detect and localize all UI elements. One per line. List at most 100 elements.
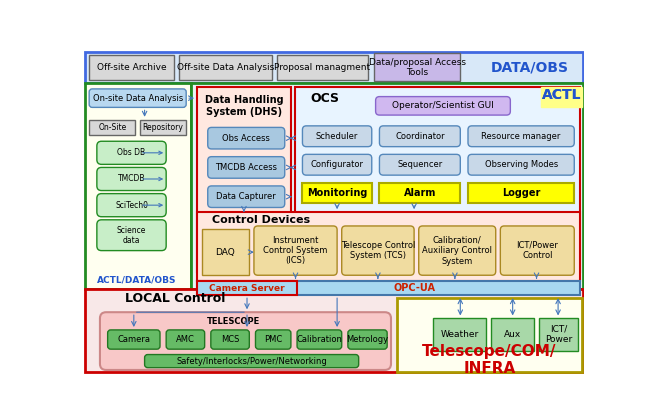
FancyBboxPatch shape	[145, 354, 359, 368]
Bar	[539, 318, 578, 351]
FancyBboxPatch shape	[97, 141, 166, 164]
Bar	[303, 183, 372, 203]
Bar	[197, 87, 291, 272]
FancyBboxPatch shape	[380, 126, 460, 147]
Bar	[85, 52, 583, 83]
Bar	[468, 183, 574, 203]
FancyBboxPatch shape	[100, 312, 391, 370]
Text: PMC: PMC	[264, 335, 283, 344]
Text: Calibration/
Auxiliary Control
System: Calibration/ Auxiliary Control System	[422, 236, 492, 265]
Text: ICT/Power
Control: ICT/Power Control	[516, 241, 559, 260]
FancyBboxPatch shape	[342, 226, 414, 275]
Text: Metrology: Metrology	[346, 335, 389, 344]
Text: Alarm: Alarm	[404, 188, 436, 198]
FancyBboxPatch shape	[211, 330, 249, 349]
Bar	[295, 87, 579, 272]
FancyBboxPatch shape	[297, 330, 342, 349]
FancyBboxPatch shape	[303, 126, 372, 147]
FancyBboxPatch shape	[468, 126, 574, 147]
Text: Proposal managment: Proposal managment	[275, 63, 370, 72]
Bar	[491, 318, 534, 351]
Text: DAQ: DAQ	[215, 248, 235, 257]
FancyBboxPatch shape	[208, 186, 284, 207]
Text: Aux: Aux	[504, 330, 521, 339]
Text: OCS: OCS	[310, 92, 339, 105]
Text: TMCDB: TMCDB	[118, 174, 145, 184]
Text: Weather: Weather	[441, 330, 479, 339]
Text: Science
data: Science data	[117, 226, 146, 245]
Text: Obs DB: Obs DB	[117, 148, 146, 158]
Text: Data Capturer: Data Capturer	[216, 192, 276, 201]
Bar	[85, 83, 191, 289]
FancyBboxPatch shape	[89, 89, 186, 108]
Text: Coordinator: Coordinator	[395, 132, 445, 141]
Text: Data/proposal Access
Tools: Data/proposal Access Tools	[368, 58, 465, 77]
Bar	[397, 298, 582, 372]
Bar	[374, 53, 460, 81]
Bar	[277, 55, 368, 80]
Text: Sequencer: Sequencer	[397, 160, 443, 169]
Text: Instrument
Control System
(ICS): Instrument Control System (ICS)	[264, 236, 327, 265]
FancyBboxPatch shape	[255, 330, 291, 349]
Text: ACTL: ACTL	[542, 88, 582, 102]
Text: ICT/
Power: ICT/ Power	[545, 325, 572, 344]
FancyBboxPatch shape	[107, 330, 160, 349]
FancyBboxPatch shape	[380, 155, 460, 175]
Text: TMCDB Access: TMCDB Access	[215, 163, 277, 172]
FancyBboxPatch shape	[254, 226, 337, 275]
Text: Repository: Repository	[143, 123, 184, 132]
Bar	[85, 289, 583, 372]
FancyBboxPatch shape	[376, 97, 510, 115]
Bar	[197, 281, 579, 295]
Text: Telescope/COM/
INFRA: Telescope/COM/ INFRA	[422, 344, 557, 376]
Bar	[140, 120, 186, 135]
FancyBboxPatch shape	[419, 226, 495, 275]
Text: SciTech0: SciTech0	[115, 201, 148, 210]
Bar	[179, 55, 271, 80]
Text: Logger: Logger	[502, 188, 540, 198]
Text: MCS: MCS	[221, 335, 240, 344]
Bar	[89, 120, 135, 135]
FancyBboxPatch shape	[348, 330, 387, 349]
Bar	[380, 183, 460, 203]
FancyBboxPatch shape	[468, 155, 574, 175]
Text: Camera: Camera	[117, 335, 150, 344]
Text: Control Devices: Control Devices	[212, 215, 311, 225]
Text: DATA/OBS: DATA/OBS	[491, 60, 568, 74]
Text: ACTL/DATA/OBS: ACTL/DATA/OBS	[97, 276, 176, 284]
FancyBboxPatch shape	[166, 330, 204, 349]
Bar	[434, 318, 486, 351]
FancyBboxPatch shape	[303, 155, 372, 175]
Text: ACTL: ACTL	[542, 88, 582, 102]
Bar	[89, 55, 174, 80]
Bar	[197, 212, 579, 281]
Text: OPC-UA: OPC-UA	[393, 284, 435, 293]
Text: Monitoring: Monitoring	[307, 188, 367, 198]
Bar	[191, 83, 583, 289]
FancyBboxPatch shape	[97, 220, 166, 251]
Text: Off-site Archive: Off-site Archive	[97, 63, 166, 72]
Text: Obs Access: Obs Access	[222, 134, 270, 143]
FancyBboxPatch shape	[501, 226, 574, 275]
Bar	[541, 87, 582, 108]
Text: Scheduler: Scheduler	[316, 132, 358, 141]
Text: Data Handling
System (DHS): Data Handling System (DHS)	[204, 95, 283, 117]
FancyBboxPatch shape	[97, 194, 166, 217]
Text: On-Site: On-Site	[98, 123, 126, 132]
Text: LOCAL Control: LOCAL Control	[126, 292, 226, 305]
Text: AMC: AMC	[176, 335, 195, 344]
Bar	[202, 229, 249, 275]
Text: Safety/Interlocks/Power/Networking: Safety/Interlocks/Power/Networking	[176, 357, 327, 365]
Text: Observing Modes: Observing Modes	[484, 160, 558, 169]
FancyBboxPatch shape	[97, 168, 166, 191]
Text: Calibration: Calibration	[296, 335, 342, 344]
Text: Resource manager: Resource manager	[482, 132, 561, 141]
FancyBboxPatch shape	[208, 157, 284, 178]
Text: Operator/Scientist GUI: Operator/Scientist GUI	[392, 101, 494, 110]
Text: Off-site Data Analysis: Off-site Data Analysis	[177, 63, 274, 72]
Text: On-site Data Analysis: On-site Data Analysis	[92, 94, 183, 102]
FancyBboxPatch shape	[208, 127, 284, 149]
Text: Telescope Control
System (TCS): Telescope Control System (TCS)	[340, 241, 415, 260]
Bar	[197, 281, 297, 295]
Text: TELESCOPE: TELESCOPE	[206, 317, 260, 326]
